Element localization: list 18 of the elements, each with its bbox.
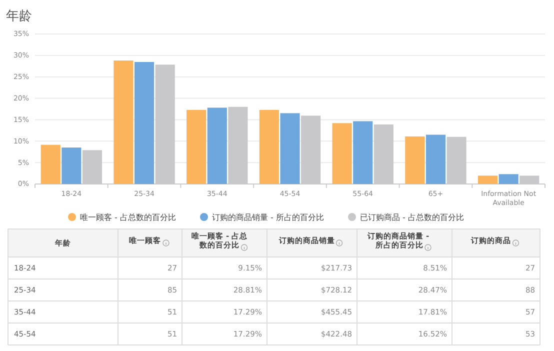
bar [478, 176, 498, 184]
bar [259, 110, 279, 184]
bar [353, 121, 373, 184]
bar [40, 144, 60, 184]
chart-title: 年龄 [6, 9, 32, 24]
bar [426, 134, 446, 184]
bar [405, 136, 425, 184]
bar [114, 60, 134, 184]
bar [498, 174, 518, 184]
bar [207, 108, 227, 184]
legend-label: 订购的商品销量 - 所占的百分比 [212, 212, 324, 222]
bar [332, 123, 352, 184]
bar [186, 110, 206, 184]
bar [280, 113, 300, 184]
bar [62, 148, 82, 184]
legend-label: 已订购商品 - 占总数的百分比 [360, 212, 464, 222]
legend-label: 唯一顾客 - 占总数的百分比 [80, 212, 176, 222]
bar [134, 62, 154, 184]
